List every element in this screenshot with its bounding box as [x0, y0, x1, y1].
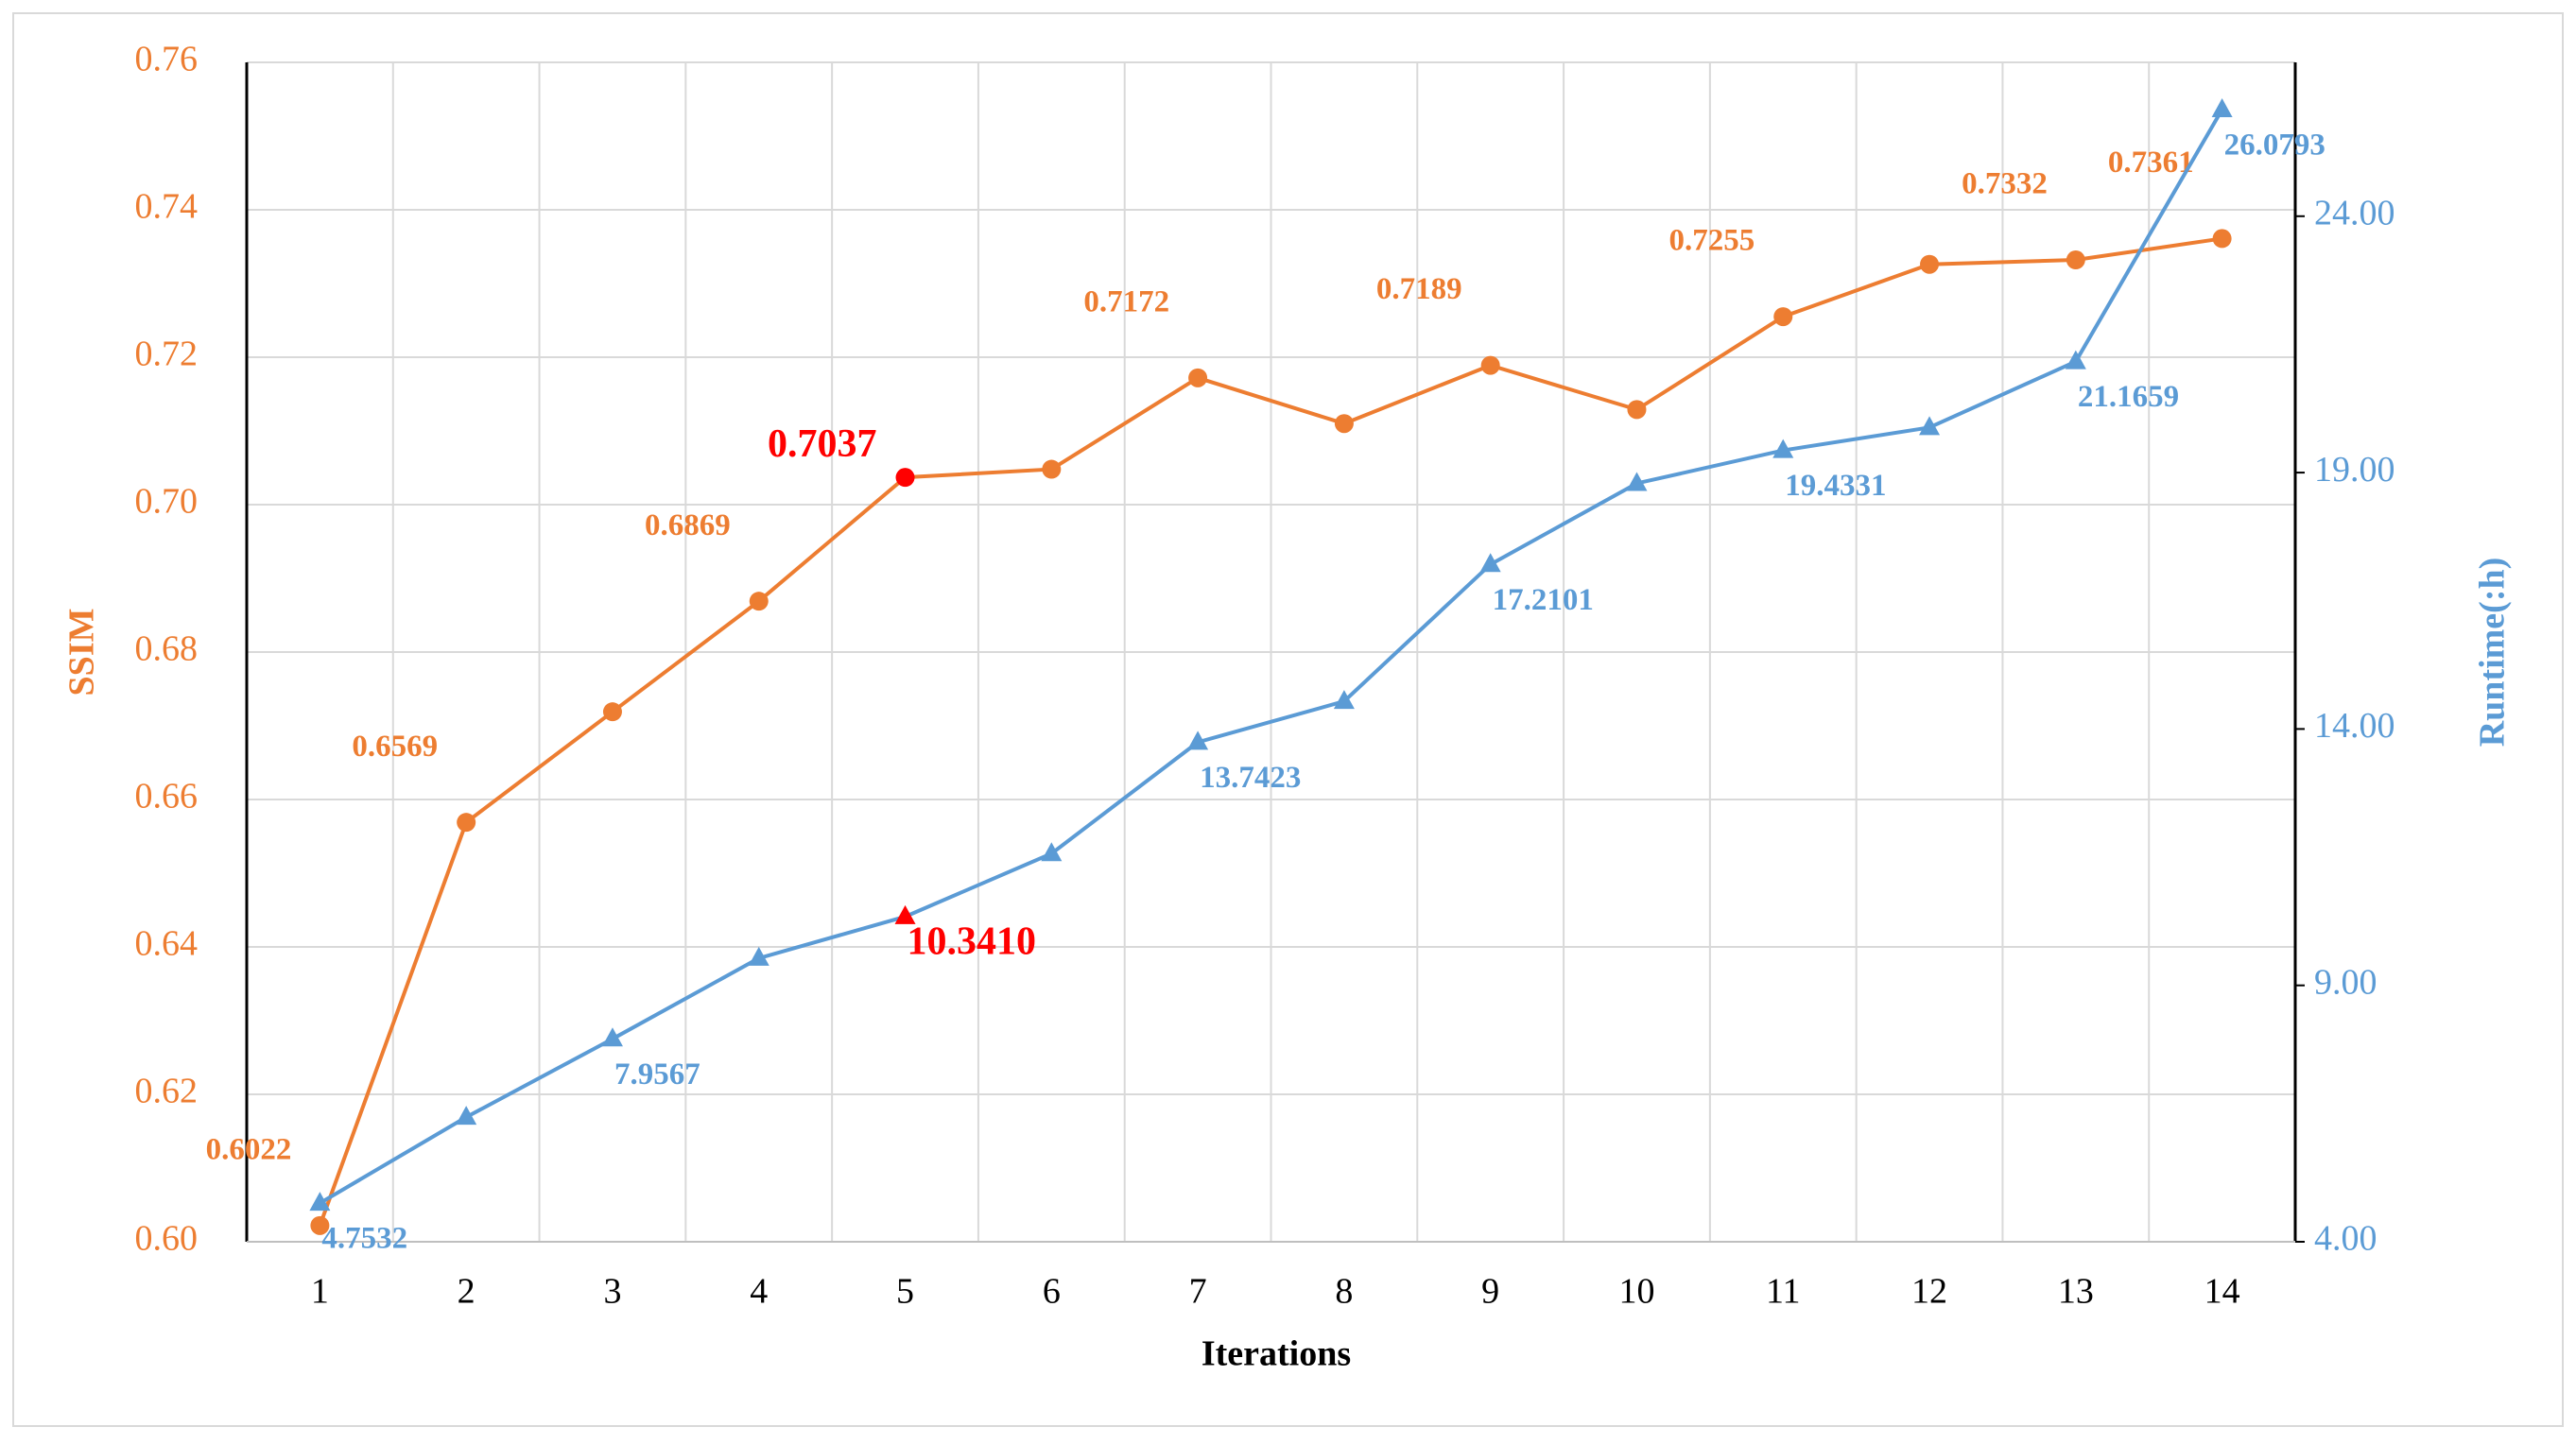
y-axis-title: SSIM: [62, 609, 102, 696]
marker: [1919, 416, 1941, 436]
x-tick-label: 8: [1335, 1272, 1353, 1312]
y-tick-label: 0.70: [135, 482, 199, 522]
series-line: [319, 108, 2224, 1205]
data-label: 0.7332: [1962, 167, 2048, 201]
marker: [1041, 842, 1063, 862]
marker: [310, 1215, 330, 1235]
marker: [1479, 553, 1501, 573]
marker: [1627, 400, 1647, 420]
data-label: 26.0793: [2224, 129, 2325, 163]
y2-tick-label: 24.00: [2314, 194, 2395, 233]
marker: [1920, 254, 1940, 274]
marker: [1772, 438, 1794, 458]
data-label: 10.3410: [908, 920, 1036, 964]
marker: [602, 702, 622, 722]
y2-tick-label: 14.00: [2314, 706, 2395, 746]
series-line: [318, 236, 2222, 1227]
x-tick-label: 10: [1618, 1272, 1654, 1312]
marker: [601, 1027, 623, 1047]
marker: [457, 813, 476, 833]
marker: [1480, 355, 1500, 375]
x-tick-label: 7: [1189, 1272, 1207, 1312]
data-label: 17.2101: [1493, 583, 1594, 617]
data-label: 4.7532: [321, 1222, 407, 1256]
marker: [749, 592, 769, 611]
x-tick-label: 3: [603, 1272, 621, 1312]
marker: [748, 946, 769, 966]
y-tick-label: 0.60: [135, 1219, 199, 1259]
y-tick-label: 0.66: [135, 777, 199, 817]
x-tick-label: 2: [458, 1272, 475, 1312]
data-label: 0.7189: [1376, 272, 1462, 306]
data-label: 0.7037: [768, 422, 877, 466]
x-tick-label: 9: [1481, 1272, 1499, 1312]
marker: [2211, 97, 2233, 117]
y2-tick-label: 9.00: [2314, 962, 2377, 1002]
marker: [2066, 250, 2085, 270]
marker: [1334, 414, 1354, 434]
x-tick-label: 1: [311, 1272, 329, 1312]
y-tick-label: 0.72: [135, 335, 199, 374]
data-label: 19.4331: [1785, 469, 1886, 503]
data-label: 7.9567: [614, 1057, 700, 1092]
x-tick-label: 13: [2058, 1272, 2094, 1312]
data-label: 13.7423: [1200, 761, 1301, 795]
data-label: 0.6569: [352, 730, 438, 764]
y2-axis-title: Runtime(:h): [2473, 558, 2513, 748]
chart-border: [12, 12, 2564, 1427]
data-label: 0.7361: [2108, 146, 2194, 180]
marker: [1042, 459, 1062, 479]
y2-tick-label: 19.00: [2314, 450, 2395, 490]
data-label: 21.1659: [2078, 380, 2179, 414]
x-axis-title: Iterations: [1202, 1334, 1351, 1374]
marker: [1773, 307, 1793, 327]
marker: [1333, 690, 1355, 710]
y-tick-label: 0.68: [135, 629, 199, 669]
x-tick-label: 5: [896, 1272, 914, 1312]
x-tick-label: 12: [1911, 1272, 1947, 1312]
y2-tick-label: 4.00: [2314, 1219, 2377, 1259]
marker: [309, 1192, 331, 1212]
marker: [1188, 368, 1208, 387]
x-tick-label: 6: [1043, 1272, 1061, 1312]
marker: [1626, 472, 1648, 491]
y-tick-label: 0.64: [135, 924, 199, 964]
data-label: 0.6869: [645, 508, 731, 542]
data-label: 0.7255: [1669, 224, 1755, 258]
marker: [1187, 731, 1209, 750]
x-tick-label: 4: [750, 1272, 768, 1312]
marker: [894, 904, 916, 924]
marker: [895, 468, 915, 488]
y-tick-label: 0.76: [135, 40, 199, 79]
marker: [2065, 350, 2086, 370]
marker: [2212, 229, 2232, 249]
y-tick-label: 0.74: [135, 187, 199, 227]
y-tick-label: 0.62: [135, 1072, 199, 1111]
marker: [456, 1106, 477, 1126]
data-label: 0.6022: [206, 1132, 292, 1166]
data-label: 0.7172: [1083, 284, 1169, 318]
x-tick-label: 14: [2204, 1272, 2240, 1312]
x-tick-label: 11: [1766, 1272, 1801, 1312]
